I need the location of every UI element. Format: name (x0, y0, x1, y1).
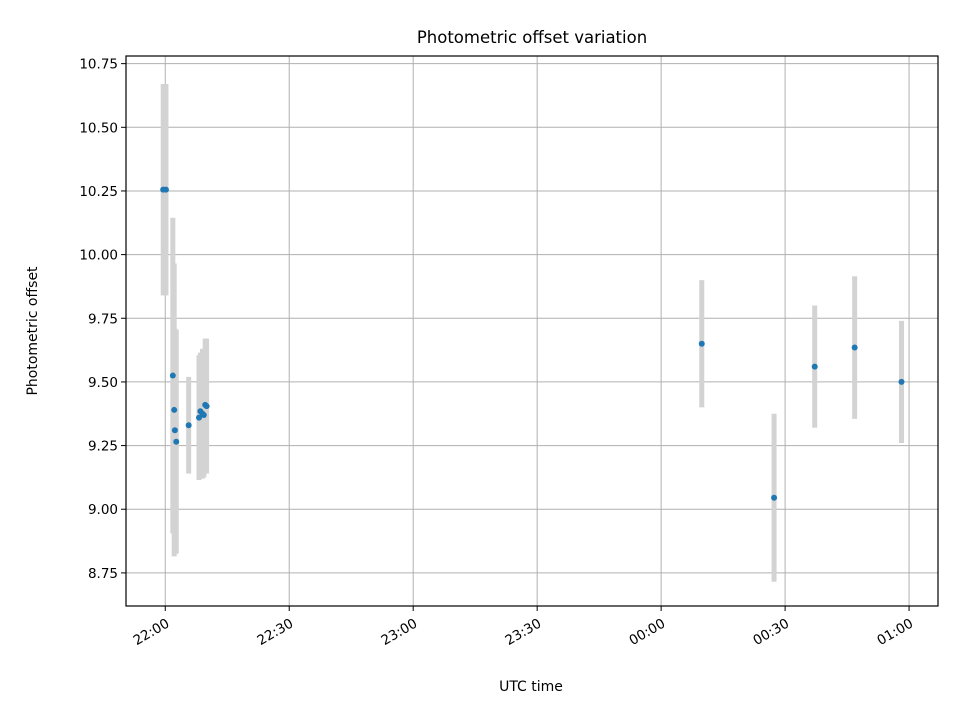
y-tick-label: 9.00 (88, 502, 118, 518)
data-point (171, 406, 178, 413)
data-point (196, 414, 203, 421)
y-tick-label: 10.75 (79, 57, 118, 73)
data-point (162, 186, 169, 193)
y-tick-label: 10.50 (79, 120, 118, 136)
y-tick-label: 8.75 (88, 566, 118, 582)
data-point (203, 403, 210, 410)
x-axis-title: UTC time (499, 679, 563, 695)
plot-frame (125, 55, 939, 607)
data-point (200, 412, 207, 419)
y-tick-label: 9.75 (88, 311, 118, 327)
y-axis-title: Photometric offset (25, 266, 41, 396)
chart-title: Photometric offset variation (417, 28, 647, 47)
data-point (811, 363, 818, 370)
data-point (185, 422, 192, 429)
grid (126, 56, 938, 606)
data-point (171, 427, 178, 434)
data-points (160, 186, 905, 501)
y-tick-label: 9.25 (88, 439, 118, 455)
y-tick-label: 10.25 (79, 184, 118, 200)
y-tick-label: 10.00 (79, 248, 118, 264)
data-point (898, 378, 905, 385)
y-tick-label: 9.50 (88, 375, 118, 391)
data-point (771, 494, 778, 501)
data-point (173, 438, 180, 445)
data-point (169, 372, 176, 379)
data-point (698, 340, 705, 347)
data-point (851, 344, 858, 351)
